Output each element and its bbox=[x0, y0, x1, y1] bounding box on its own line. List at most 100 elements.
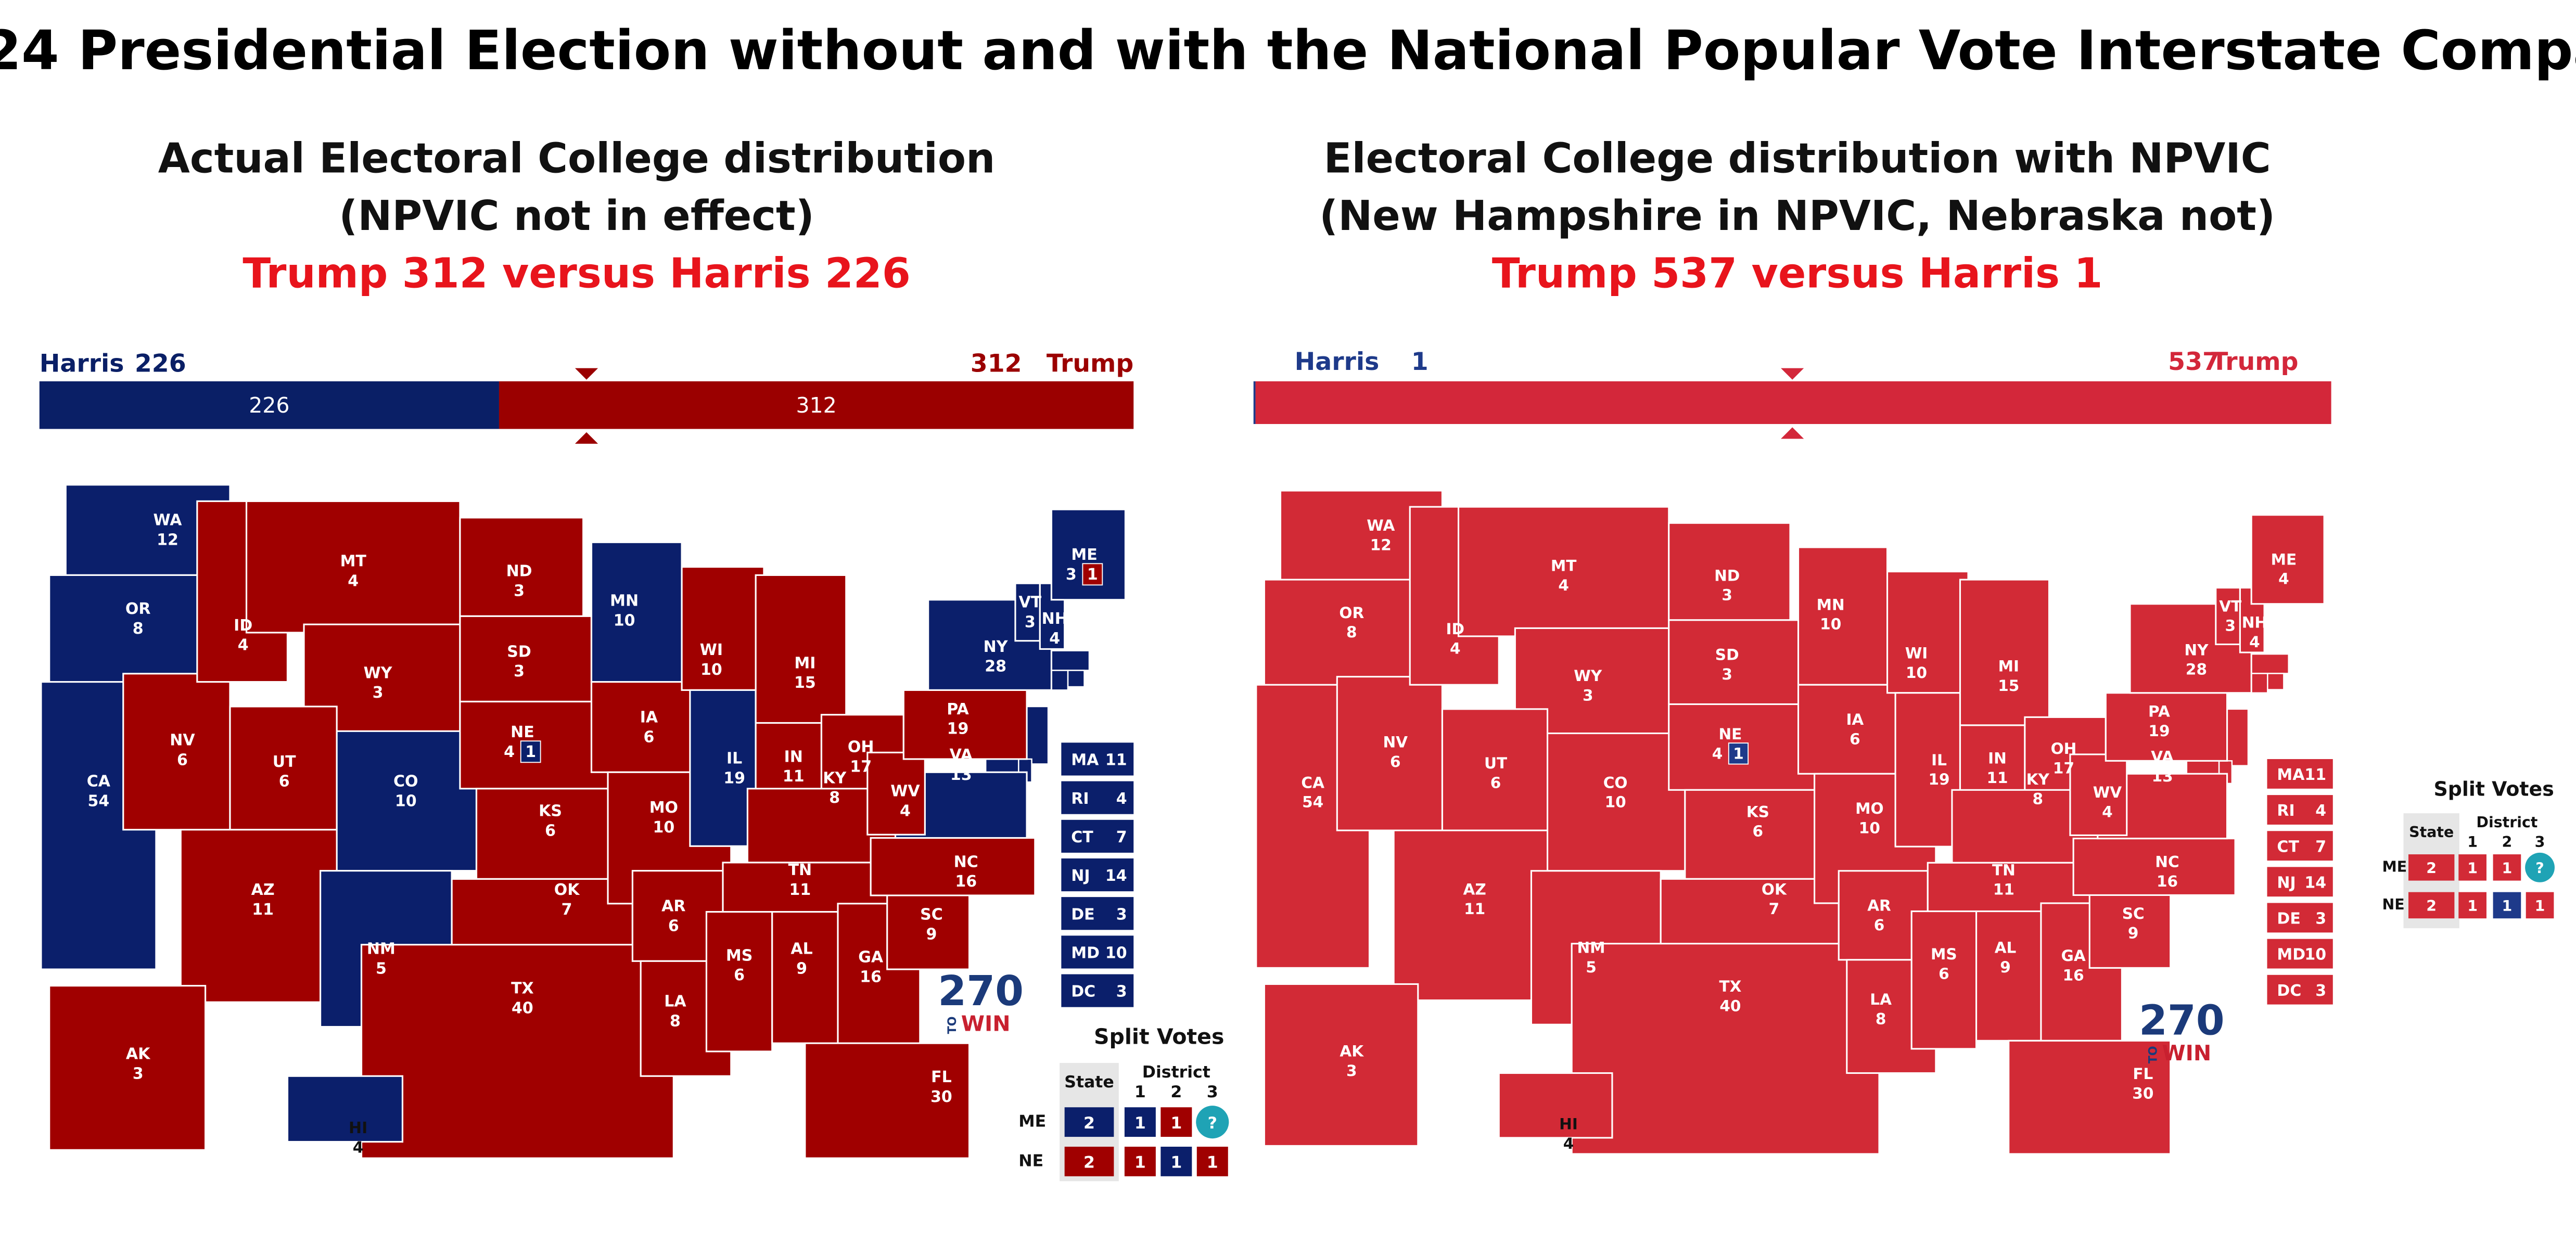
state-votes: 19 bbox=[723, 769, 745, 787]
split-title: Split Votes bbox=[1094, 1024, 1224, 1049]
state-votes: 3 bbox=[133, 1065, 144, 1083]
small-state-votes: 3 bbox=[1116, 905, 1127, 923]
state-label: UT bbox=[1484, 754, 1507, 772]
state-votes: 8 bbox=[1346, 623, 1357, 641]
small-state-votes: 10 bbox=[1105, 944, 1127, 963]
panel-heading: Actual Electoral College distribution bbox=[158, 134, 996, 182]
state-votes: 10 bbox=[395, 792, 417, 811]
state-label: MS bbox=[1931, 945, 1957, 963]
state-label: OH bbox=[2051, 740, 2077, 758]
small-state-box bbox=[1061, 781, 1134, 814]
state-shape bbox=[771, 910, 839, 1044]
state-label: VT bbox=[1019, 594, 1042, 612]
state-label: ID bbox=[1446, 620, 1465, 638]
state-votes: 19 bbox=[1929, 771, 1950, 788]
split-cell bbox=[2493, 892, 2521, 919]
state-shape bbox=[1894, 692, 1961, 848]
small-state-label: MA bbox=[1071, 751, 1099, 769]
state-shape bbox=[1457, 506, 1670, 637]
state-votes: 16 bbox=[2157, 873, 2178, 890]
state-votes: 19 bbox=[2148, 722, 2170, 740]
state-votes: 15 bbox=[1998, 677, 2019, 695]
state-label: LA bbox=[1870, 991, 1892, 1008]
state-votes: 7 bbox=[1769, 900, 1780, 918]
state-votes: 4 bbox=[504, 743, 515, 761]
state-votes: 9 bbox=[2000, 958, 2011, 976]
state-votes: 17 bbox=[850, 758, 872, 776]
state-votes: 4 bbox=[2278, 570, 2289, 588]
state-shape bbox=[1959, 579, 2050, 726]
split-row-label: ME bbox=[1018, 1112, 1046, 1131]
state-label: WV bbox=[890, 783, 920, 801]
state-label: IA bbox=[640, 709, 658, 727]
state-label: WA bbox=[1367, 517, 1395, 534]
district-number: 3 bbox=[1207, 1083, 1218, 1101]
state-votes: 4 bbox=[353, 1139, 364, 1157]
state-label: NE bbox=[1718, 725, 1742, 743]
state-votes: 4 bbox=[1563, 1135, 1574, 1152]
state-label: VA bbox=[950, 746, 973, 764]
state-shape bbox=[2105, 692, 2228, 762]
state-label: TX bbox=[511, 979, 534, 997]
state-label: ME bbox=[1071, 546, 1097, 564]
state-label: SD bbox=[507, 643, 531, 661]
state-votes: 6 bbox=[177, 751, 188, 769]
state-label: CO bbox=[1603, 774, 1628, 791]
state-votes: 9 bbox=[926, 925, 937, 943]
split-state-header: State bbox=[2409, 824, 2454, 841]
state-shape bbox=[1571, 943, 1880, 1155]
bar-inner-label: 312 bbox=[796, 393, 836, 418]
state-label: MO bbox=[649, 799, 678, 817]
small-state-votes: 14 bbox=[2304, 874, 2326, 892]
split-row-label: ME bbox=[2382, 858, 2407, 875]
state-label: FL bbox=[931, 1068, 952, 1086]
state-votes: 9 bbox=[2128, 925, 2139, 942]
state-votes: 6 bbox=[545, 822, 556, 840]
state-shape bbox=[459, 517, 584, 617]
state-votes: 11 bbox=[783, 767, 805, 786]
state-label: WI bbox=[1905, 645, 1928, 662]
bar-right-value: 537 bbox=[2168, 348, 2220, 376]
split-cell bbox=[2408, 854, 2455, 881]
state-votes: 8 bbox=[1876, 1010, 1886, 1028]
small-state-votes: 3 bbox=[2315, 982, 2326, 1000]
state-votes: 4 bbox=[2249, 633, 2260, 651]
split-cell-value: 1 bbox=[2502, 860, 2513, 877]
split-cell-value: 1 bbox=[2467, 897, 2478, 915]
small-state-votes: 11 bbox=[2304, 766, 2326, 784]
small-state-box bbox=[2267, 903, 2333, 933]
logo-to: TO bbox=[2147, 1046, 2160, 1063]
split-votes: 1 bbox=[1733, 745, 1744, 762]
state-label: CA bbox=[87, 773, 111, 791]
state-shape bbox=[2088, 889, 2172, 969]
split-row-label: NE bbox=[1018, 1151, 1043, 1170]
small-state-label: DC bbox=[2277, 982, 2301, 1000]
small-state-votes: 4 bbox=[2315, 802, 2326, 820]
state-label: NH bbox=[1042, 610, 1068, 628]
split-cell-value: 2 bbox=[2426, 897, 2437, 915]
split-box bbox=[1728, 742, 1749, 765]
small-state-label: RI bbox=[1071, 790, 1089, 808]
split-box bbox=[1082, 563, 1103, 586]
small-state-label: DE bbox=[2277, 910, 2300, 928]
state-label: WY bbox=[1574, 667, 1602, 685]
state-votes: 4 bbox=[2102, 803, 2113, 820]
split-cell-value: 2 bbox=[2426, 860, 2437, 877]
state-shape bbox=[1336, 676, 1443, 831]
state-votes: 54 bbox=[88, 792, 110, 811]
state-label: MT bbox=[1551, 557, 1577, 575]
split-cell-value: 1 bbox=[1170, 1114, 1182, 1133]
split-district-header: District bbox=[1142, 1063, 1210, 1082]
state-label: IN bbox=[784, 748, 803, 766]
state-votes: 6 bbox=[279, 773, 290, 791]
state-shape bbox=[1263, 983, 1419, 1147]
state-label: TN bbox=[1992, 861, 2016, 879]
state-shape bbox=[1910, 910, 1978, 1050]
split-votes: 1 bbox=[525, 743, 536, 761]
state-votes: 11 bbox=[252, 901, 274, 919]
state-label: OR bbox=[1339, 604, 1364, 622]
state-votes: 6 bbox=[1874, 916, 1885, 934]
state-label: MN bbox=[610, 592, 639, 610]
district-number: 1 bbox=[2467, 833, 2478, 851]
small-state-box bbox=[2267, 867, 2333, 897]
